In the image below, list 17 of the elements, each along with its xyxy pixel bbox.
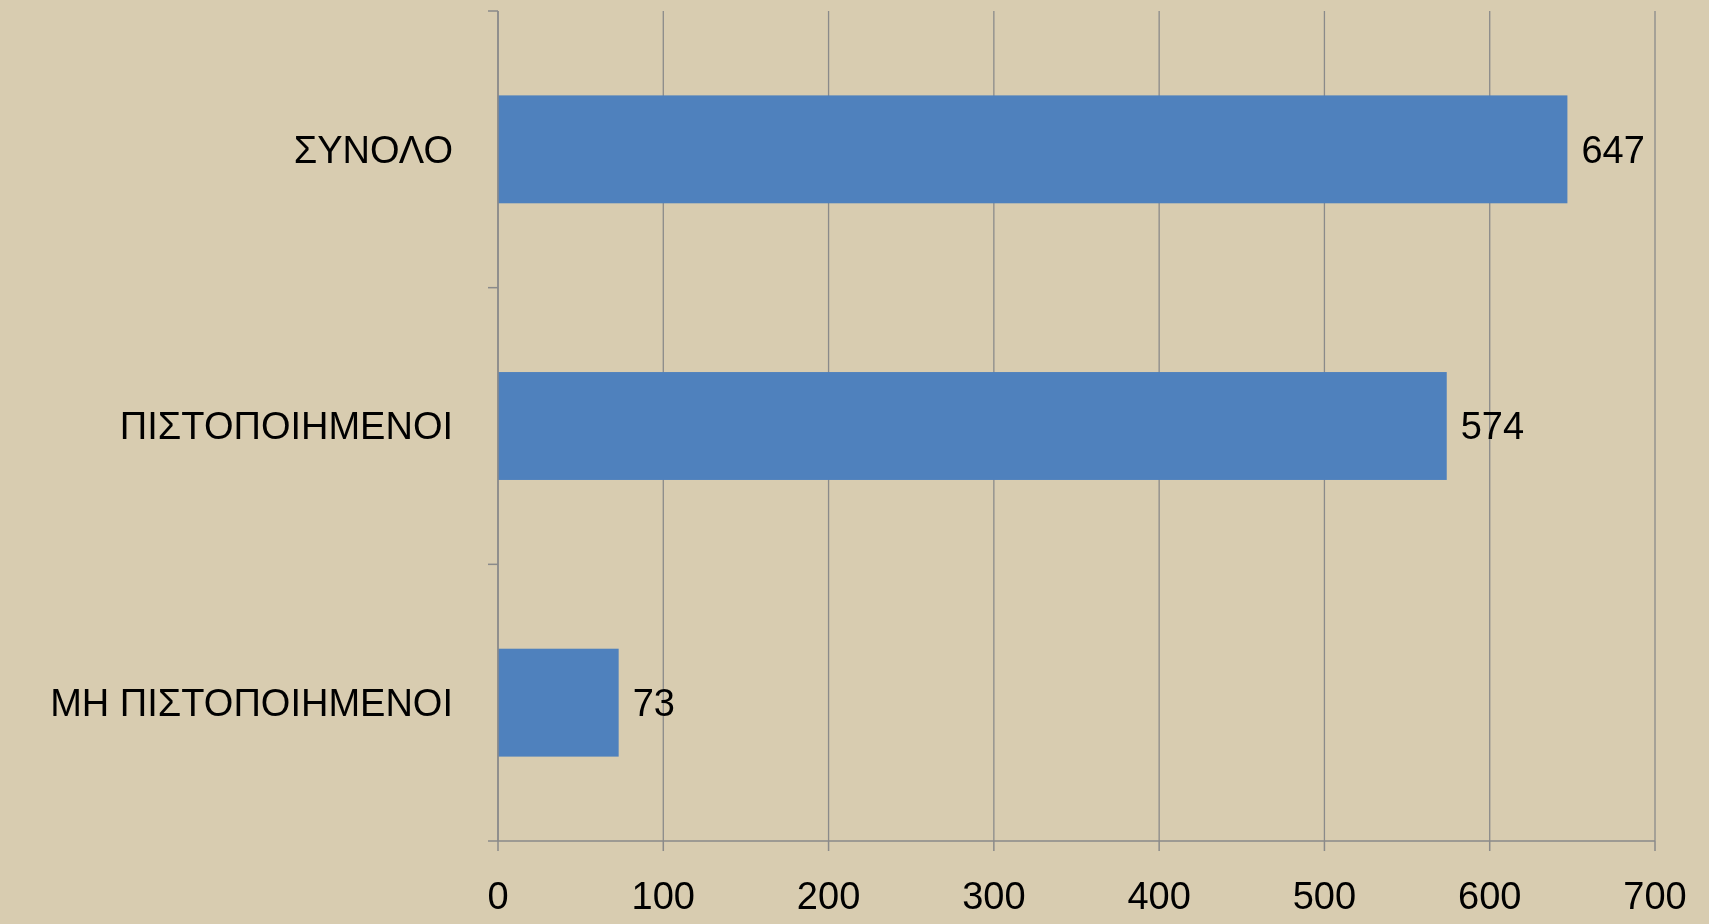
x-tick-label: 100	[631, 875, 695, 917]
x-tick-label: 600	[1458, 875, 1522, 917]
y-tick-label: ΜΗ ΠΙΣΤΟΠΟΙΗΜΕΝΟΙ	[50, 681, 453, 724]
bar	[498, 372, 1447, 480]
data-label: 647	[1581, 128, 1645, 171]
x-tick-label: 300	[962, 875, 1026, 917]
data-label: 73	[632, 681, 675, 724]
x-tick-label: 500	[1292, 875, 1357, 917]
bar	[498, 648, 619, 757]
bar	[498, 95, 1568, 204]
x-tick-label: 700	[1623, 875, 1687, 917]
x-tick-label: 0	[487, 875, 509, 917]
x-tick-label: 200	[796, 875, 861, 917]
y-tick-label: ΠΙΣΤΟΠΟΙΗΜΕΝΟΙ	[119, 405, 453, 448]
x-tick-label: 400	[1127, 875, 1191, 917]
y-tick-label: ΣΥΝΟΛΟ	[293, 128, 453, 171]
data-label: 574	[1460, 405, 1525, 448]
